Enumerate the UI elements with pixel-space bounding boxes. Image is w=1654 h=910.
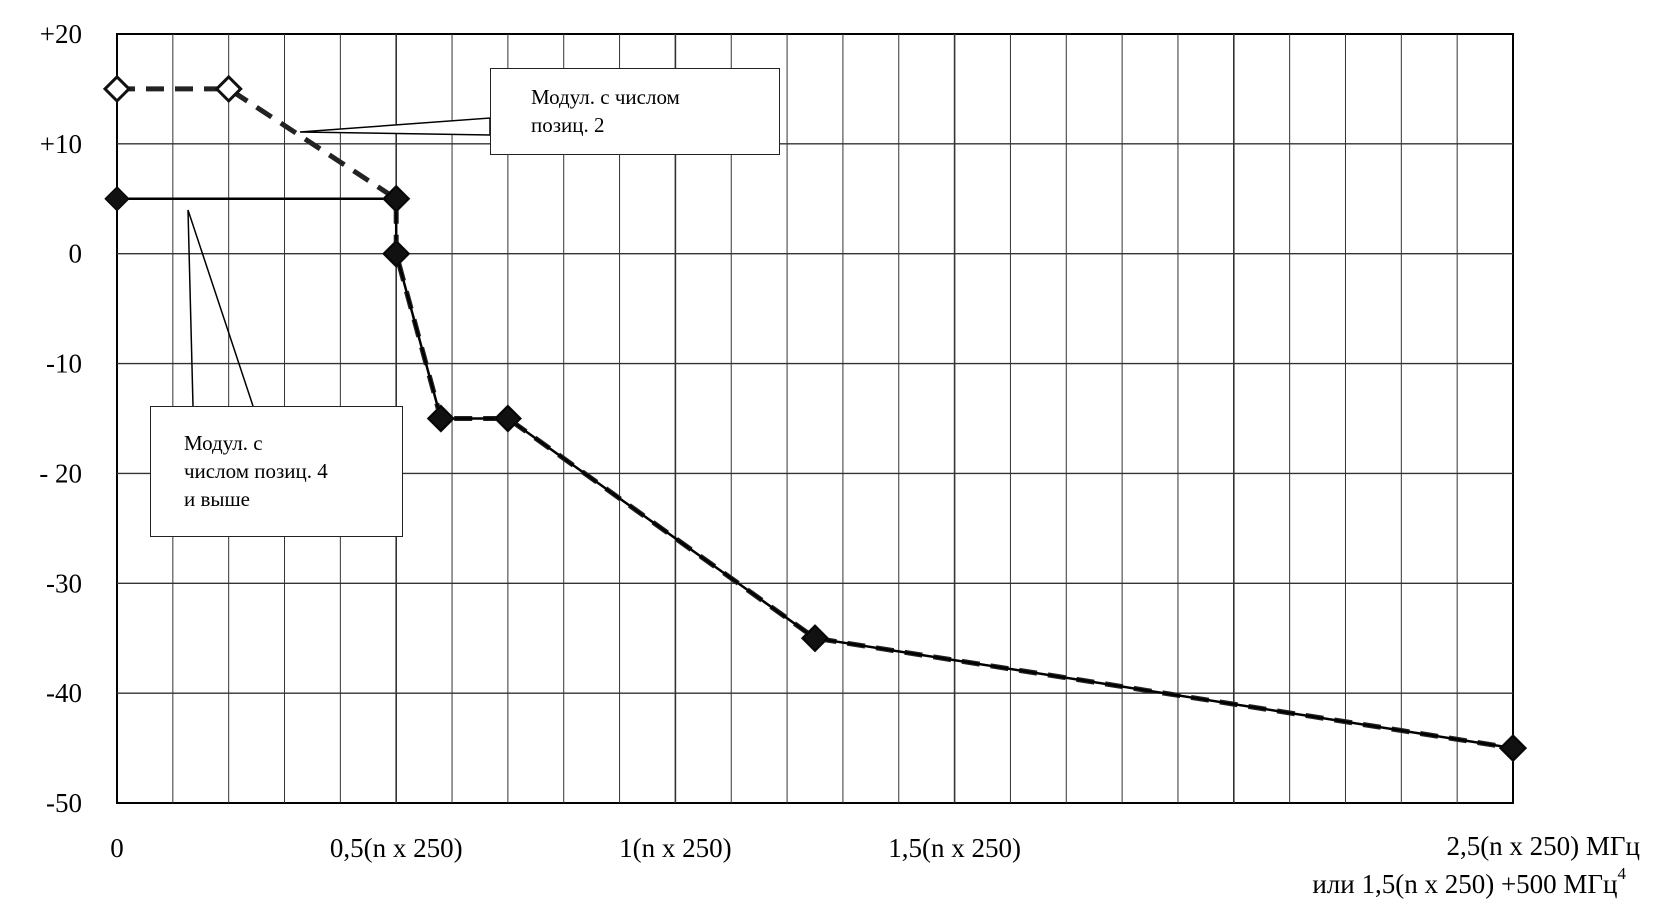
x-tick-label: 0 [110, 833, 124, 863]
x-tick-label: 0,5(n x 250) [330, 833, 463, 863]
y-tick-label: -40 [46, 678, 82, 708]
markers-layer [102, 74, 1528, 763]
callout-modulation-4-and-above: Модул. с числом позиц. 4 и выше [150, 406, 403, 537]
data-point-series-2 [383, 186, 409, 212]
callout-modulation-4-leader [187, 209, 254, 407]
plot-frame [116, 33, 1514, 804]
callout-modulation-2: Модул. с числом позиц. 2 [490, 68, 780, 155]
data-point-series-2 [1500, 735, 1526, 761]
y-tick-label: 0 [69, 239, 83, 269]
x-axis-label-superscript: 4 [1618, 864, 1627, 883]
data-point-series-1 [214, 74, 243, 104]
data-point-series-1 [102, 74, 132, 104]
data-point-series-2 [495, 405, 521, 432]
y-tick-label: +20 [40, 19, 82, 49]
data-point-series-2 [383, 241, 409, 267]
y-tick-label: -10 [46, 349, 82, 379]
y-tick-label: -50 [46, 788, 82, 818]
data-point-series-2 [802, 625, 828, 651]
grid [116, 33, 1514, 804]
callout-modulation-2-leader [299, 117, 491, 136]
y-tick-label: - 20 [39, 458, 82, 488]
callout-modulation-2-line-2: позиц. 2 [531, 113, 605, 137]
callout-modulation-4-line-2: числом позиц. 4 [184, 459, 328, 483]
callout-modulation-4-line-1: Модул. с [184, 431, 263, 455]
data-point-series-2 [104, 186, 130, 212]
x-tick-label: 1,5(n x 250) [888, 833, 1021, 863]
x-axis-label-line-1: 2,5(n x 250) МГц [1446, 831, 1640, 861]
y-tick-label: -30 [46, 568, 82, 598]
x-axis-label-line-2: или 1,5(n x 250) +500 МГц4 [1312, 864, 1626, 899]
x-tick-label: 1(n x 250) [619, 833, 731, 863]
data-point-series-2 [428, 405, 454, 432]
x-tick-labels: 0 0,5(n x 250) 1(n x 250) 1,5(n x 250) [110, 833, 1021, 863]
y-tick-label: +10 [40, 129, 82, 159]
callout-modulation-4-line-3: и выше [184, 487, 251, 511]
y-tick-labels: +20 +10 0 -10 - 20 -30 -40 -50 [39, 19, 82, 818]
callout-modulation-2-line-1: Модул. с числом [531, 85, 680, 109]
